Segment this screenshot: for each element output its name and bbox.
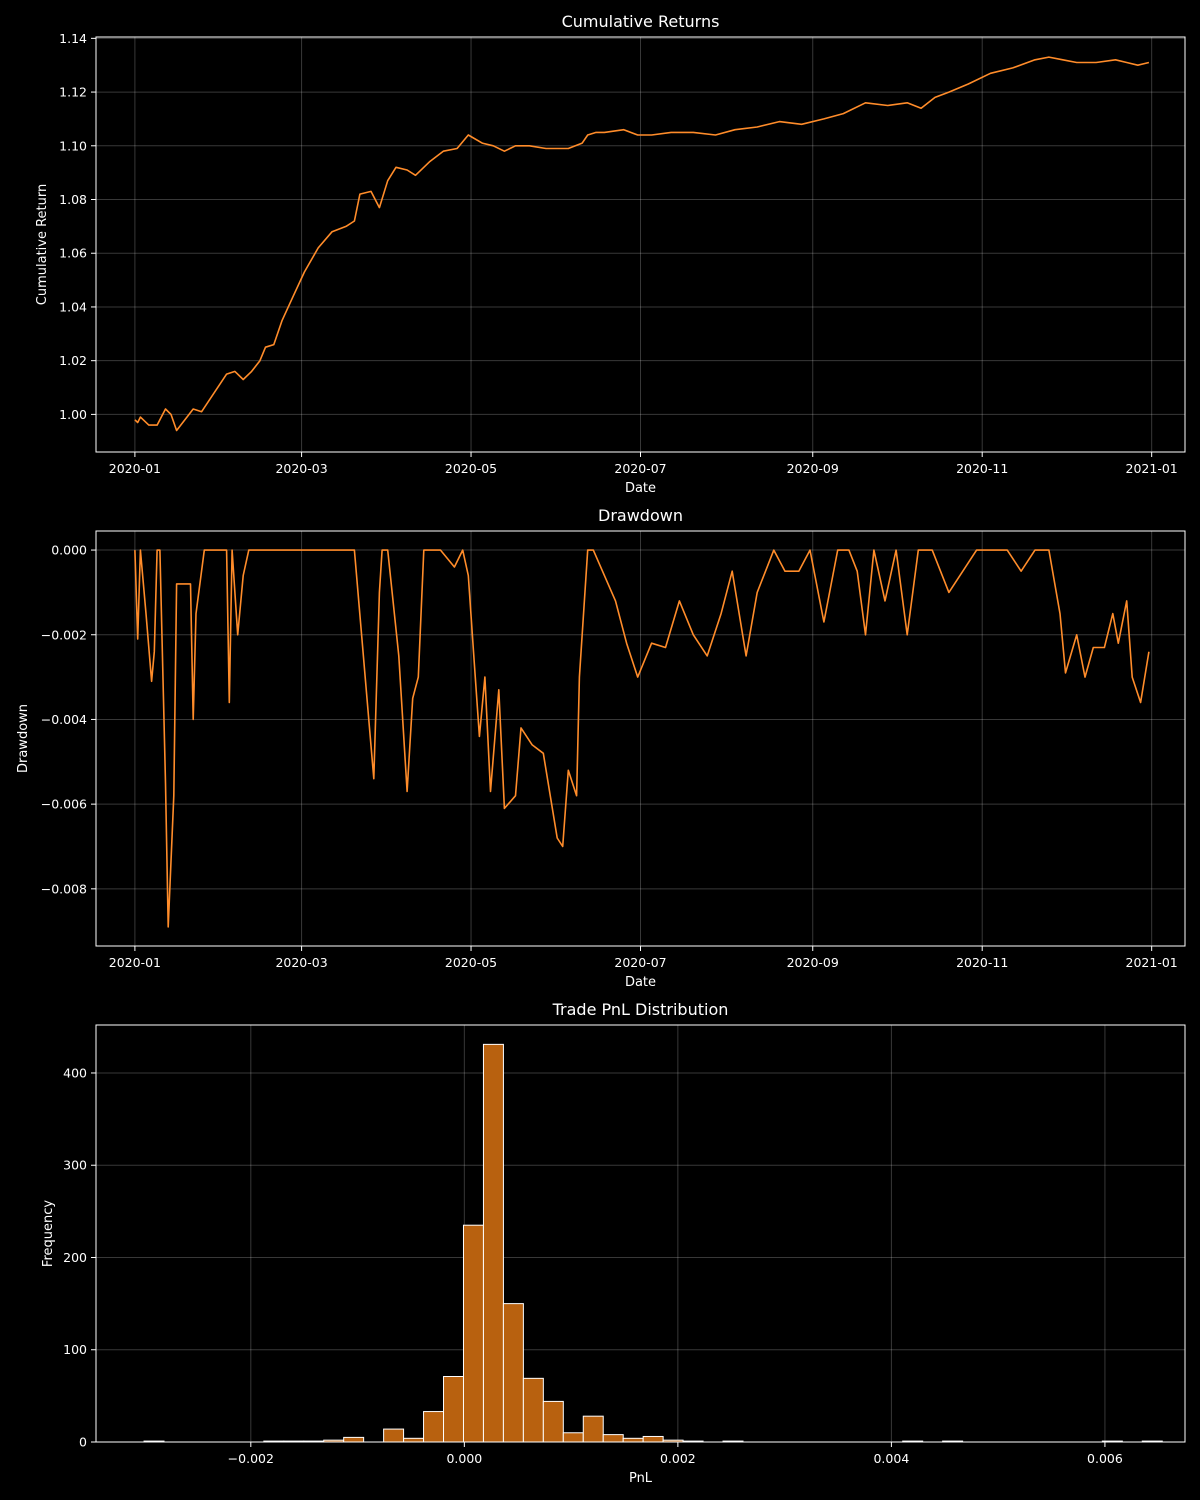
cumulative-returns-ticks: 2020-01 2020-03 2020-05 2020-07 2020-09 2020-… bbox=[59, 31, 1178, 476]
cumulative-returns-ytick-label: 1.14 bbox=[59, 31, 87, 46]
cumulative-returns-ytick-label: 1.00 bbox=[59, 407, 87, 422]
pnl-distribution-xtick-label: 0.004 bbox=[873, 1451, 909, 1466]
cumulative-returns-ytick-label: 1.08 bbox=[59, 192, 87, 207]
pnl-distribution-ytick-label: 400 bbox=[63, 1065, 87, 1080]
drawdown-xtick-label: 2021-01 bbox=[1126, 955, 1178, 970]
cumulative-returns-ytick-label: 1.06 bbox=[59, 246, 87, 261]
drawdown-ytick-label: −0.006 bbox=[41, 797, 87, 812]
cumulative-returns-xtick-label: 2020-01 bbox=[109, 461, 161, 476]
drawdown-ylabel: Drawdown bbox=[16, 704, 31, 773]
drawdown-ytick-label: −0.004 bbox=[41, 712, 87, 727]
cumulative-returns-chart: 2020-01 2020-03 2020-05 2020-07 2020-09 2020-… bbox=[35, 12, 1186, 496]
pnl-distribution-ytick-label: 0 bbox=[79, 1435, 87, 1450]
cumulative-returns-xtick-label: 2020-05 bbox=[445, 461, 497, 476]
cumulative-returns-xtick-label: 2020-07 bbox=[614, 461, 666, 476]
pnl-distribution-histogram-bar bbox=[602, 1434, 624, 1443]
cumulative-returns-series-line bbox=[134, 56, 1150, 432]
pnl-distribution-histogram-bar bbox=[403, 1437, 425, 1443]
drawdown-chart: 2020-01 2020-03 2020-05 2020-07 2020-09 2020-… bbox=[16, 506, 1186, 990]
drawdown-xtick-label: 2020-09 bbox=[787, 955, 839, 970]
drawdown-xlabel: Date bbox=[625, 975, 656, 990]
pnl-distribution-ytick-label: 200 bbox=[63, 1250, 87, 1265]
drawdown-xtick-label: 2020-01 bbox=[109, 955, 161, 970]
pnl-distribution-histogram-bar bbox=[383, 1428, 405, 1443]
pnl-distribution-histogram-bar bbox=[562, 1432, 584, 1443]
pnl-distribution-title: Trade PnL Distribution bbox=[552, 1000, 729, 1019]
pnl-distribution-ytick-label: 300 bbox=[63, 1158, 87, 1173]
pnl-distribution-ylabel: Frequency bbox=[41, 1200, 56, 1267]
pnl-distribution-histogram-bar bbox=[542, 1400, 564, 1443]
pnl-distribution-histogram-bar bbox=[423, 1411, 445, 1443]
drawdown-xtick-label: 2020-03 bbox=[275, 955, 327, 970]
pnl-distribution-xtick-label: 0.002 bbox=[660, 1451, 696, 1466]
pnl-distribution-xtick-label: 0.006 bbox=[1087, 1451, 1123, 1466]
pnl-distribution-histogram-bar bbox=[582, 1415, 604, 1443]
cumulative-returns-ytick-label: 1.02 bbox=[59, 353, 87, 368]
drawdown-ytick-label: −0.002 bbox=[41, 627, 87, 642]
pnl-distribution-histogram-bar bbox=[642, 1435, 664, 1443]
cumulative-returns-ytick-label: 1.10 bbox=[59, 138, 87, 153]
drawdown-ytick-label: 0.000 bbox=[51, 543, 87, 558]
drawdown-axes-frame bbox=[95, 530, 1186, 947]
cumulative-returns-marks bbox=[134, 56, 1150, 432]
drawdown-ticks: 2020-01 2020-03 2020-05 2020-07 2020-09 2020-… bbox=[41, 543, 1178, 970]
drawdown-marks bbox=[134, 549, 1150, 928]
drawdown-ytick-label: −0.008 bbox=[41, 881, 87, 896]
pnl-distribution-chart: −0.002 0.000 0.002 0.004 0.0060100200300400 … bbox=[41, 1000, 1186, 1486]
cumulative-returns-grid bbox=[96, 37, 1185, 452]
cumulative-returns-ylabel: Cumulative Return bbox=[35, 184, 50, 305]
pnl-distribution-axes-frame bbox=[95, 1024, 1186, 1443]
drawdown-xtick-label: 2020-07 bbox=[614, 955, 666, 970]
pnl-distribution-histogram-bar bbox=[502, 1303, 524, 1443]
pnl-distribution-histogram-bar bbox=[443, 1376, 464, 1443]
cumulative-returns-title: Cumulative Returns bbox=[562, 12, 720, 31]
cumulative-returns-ytick-label: 1.04 bbox=[59, 299, 87, 314]
pnl-distribution-xtick-label: 0.000 bbox=[446, 1451, 482, 1466]
cumulative-returns-xtick-label: 2020-09 bbox=[787, 461, 839, 476]
pnl-distribution-histogram-bar bbox=[622, 1437, 644, 1443]
drawdown-xtick-label: 2020-05 bbox=[445, 955, 497, 970]
drawdown-xtick-label: 2020-11 bbox=[956, 955, 1008, 970]
pnl-distribution-xlabel: PnL bbox=[629, 1471, 653, 1486]
pnl-distribution-ticks: −0.002 0.000 0.002 0.004 0.006 0 100 200 300 400 bbox=[63, 1065, 1123, 1466]
pnl-distribution-xtick-label: −0.002 bbox=[228, 1451, 274, 1466]
cumulative-returns-xtick-label: 2020-11 bbox=[956, 461, 1008, 476]
pnl-distribution-histogram-bar bbox=[462, 1224, 484, 1443]
pnl-distribution-histogram-bar bbox=[343, 1436, 365, 1443]
cumulative-returns-xlabel: Date bbox=[625, 481, 656, 496]
pnl-distribution-histogram-bar bbox=[482, 1043, 504, 1443]
cumulative-returns-xtick-label: 2021-01 bbox=[1126, 461, 1178, 476]
cumulative-returns-ytick-label: 1.12 bbox=[59, 85, 87, 100]
pnl-distribution-histogram-bar bbox=[522, 1377, 544, 1443]
drawdown-series-line bbox=[134, 549, 1150, 928]
cumulative-returns-xtick-label: 2020-03 bbox=[275, 461, 327, 476]
drawdown-title: Drawdown bbox=[598, 506, 683, 525]
pnl-distribution-ytick-label: 100 bbox=[63, 1342, 87, 1357]
cumulative-returns-axes-frame bbox=[95, 36, 1186, 453]
